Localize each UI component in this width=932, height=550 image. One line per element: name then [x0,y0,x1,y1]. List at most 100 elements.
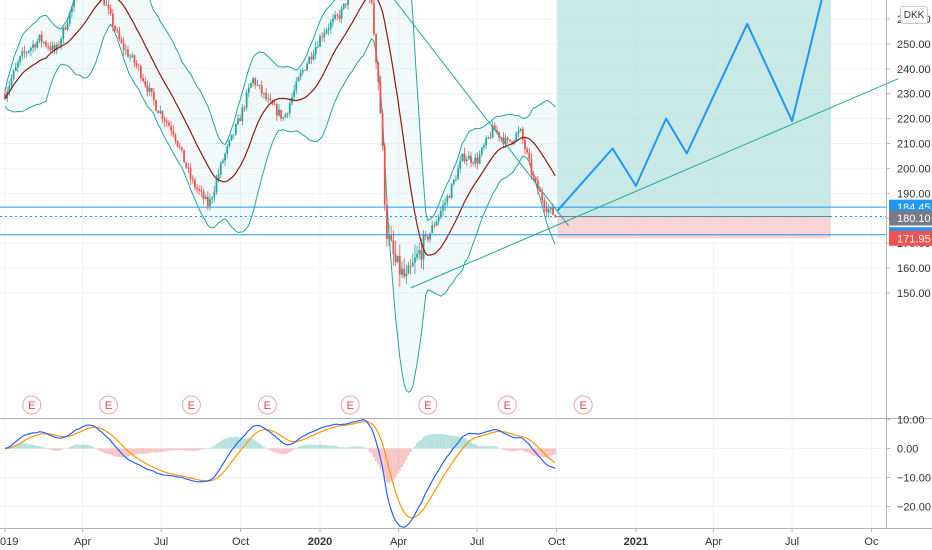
macd-histogram-bar [364,447,367,449]
candle [483,142,485,151]
candle [329,19,332,34]
candle [8,81,11,97]
candle-body [433,225,436,227]
earnings-marker[interactable]: E [340,395,360,415]
macd-histogram-bar [448,435,451,449]
earnings-marker[interactable]: E [99,395,119,415]
time-tick-label: 019 [0,536,18,548]
candle-body [515,133,518,141]
macd-histogram-bar [413,445,416,449]
candle [411,253,414,267]
macd-histogram-bar [213,445,216,449]
candle-body [444,202,447,206]
macd-histogram-bar [247,438,250,449]
candle-body [420,250,423,260]
candle [146,80,149,97]
bollinger-bands [4,0,556,393]
earnings-circle [181,395,201,415]
macd-histogram-bar [297,446,300,449]
candle [280,109,283,122]
candle [373,0,375,36]
candle [241,103,244,126]
candle [532,170,535,182]
candle [461,153,464,162]
macd-histogram-bar [109,448,112,455]
macd-histogram-bar [400,448,403,467]
earnings-marker[interactable]: E [22,395,42,415]
macd-histogram-bar [77,444,80,449]
candle-body [159,111,162,114]
candle-body [342,3,345,9]
price-axis: 150.00160.00170.00180.00190.00200.00210.… [886,0,931,514]
candle [234,123,237,136]
macd-histogram-bar [107,448,110,455]
candle [99,0,101,4]
candle-body [280,109,283,119]
macd-histogram-bar [32,444,35,449]
earnings-marker[interactable]: E [573,395,593,415]
candle [12,69,15,81]
macd-histogram-bar [85,444,88,449]
macd-histogram-bar [351,446,354,449]
candle-body [275,104,278,116]
candle-body [303,70,306,71]
macd-histogram-bar [519,448,522,450]
currency-badge[interactable]: DKK [900,6,928,24]
earnings-marker[interactable]: E [418,395,438,415]
candle-body [323,33,326,38]
price-tick-label: 160.00 [897,263,931,275]
candle-body [549,207,552,210]
macd-histogram-bar [27,444,30,449]
candle [310,51,313,65]
earnings-label: E [264,400,271,412]
candle-body [45,41,47,46]
candle-body [27,50,30,53]
candle [534,176,537,184]
macd-histogram-bar [513,448,516,452]
candle [515,131,518,143]
macd-histogram-bar [159,448,162,453]
earnings-marker[interactable]: E [497,395,517,415]
macd-histogram-bar [25,443,28,449]
candle-body [191,179,194,180]
macd-histogram-bar [286,448,289,454]
time-tick-label: Oct [232,536,249,548]
candle [526,146,529,155]
candle-body [377,62,380,82]
candle-body [508,139,511,142]
macd-histogram-bar [226,437,229,449]
earnings-marker[interactable]: E [257,395,277,415]
candle [152,87,155,106]
candle-body [547,209,550,213]
candle-body [306,63,308,71]
candle-body [314,47,317,55]
macd-histogram-bar [329,445,332,449]
candle [107,0,110,15]
macd-histogram-bar [368,448,371,452]
macd-histogram-bar [163,448,166,452]
candle [60,36,62,51]
macd-histogram-bar [243,438,246,449]
candle [405,264,408,285]
candle-body [327,28,330,31]
candle [325,27,328,35]
earnings-marker[interactable]: E [181,395,201,415]
macd-histogram-bar [239,437,242,449]
candle [114,24,116,33]
candle [407,261,410,274]
candle [17,59,19,73]
macd-histogram-bar [96,448,99,450]
macd-histogram-bar [262,446,265,449]
candle [243,105,246,112]
macd-histogram-bar [498,447,501,449]
candle-body [429,233,431,240]
candle-body [332,18,334,23]
candle [222,158,224,164]
macd-histogram-bar [381,448,384,473]
macd-histogram-bar [155,448,158,453]
macd-histogram-bar [372,448,375,458]
candle-body [114,26,116,31]
macd-histogram-bar [36,445,39,449]
candle [122,36,125,56]
